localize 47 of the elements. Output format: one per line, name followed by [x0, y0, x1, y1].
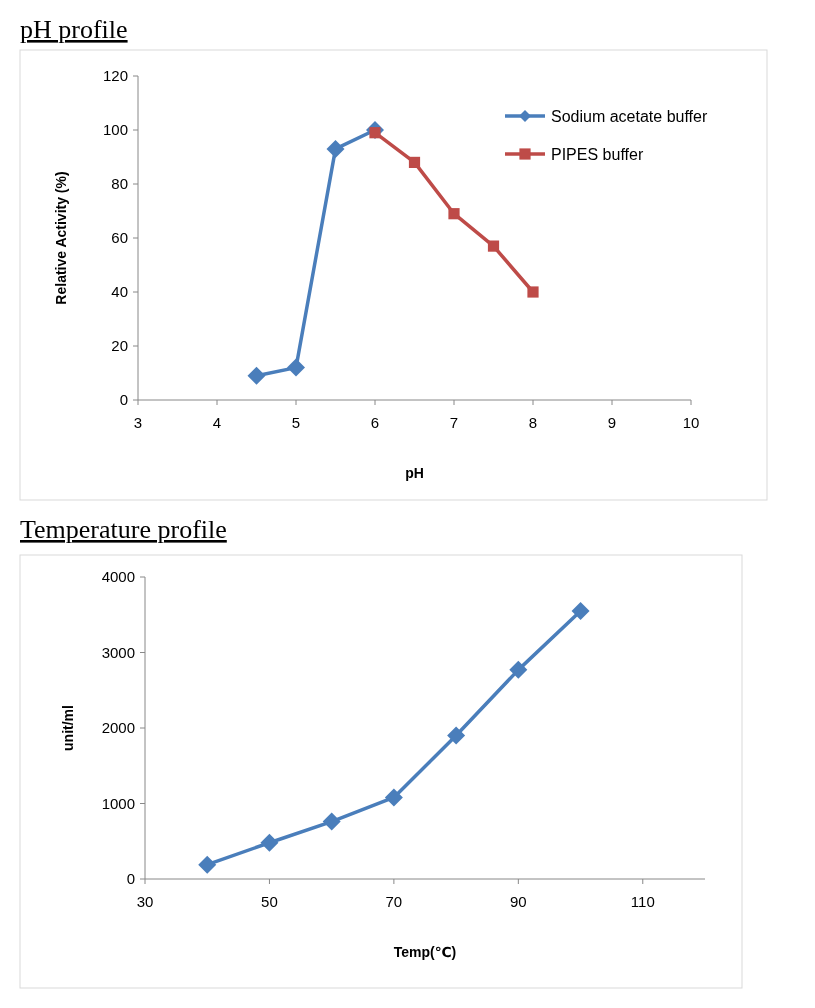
y-tick-label: 1000 — [101, 794, 135, 812]
point — [487, 240, 500, 252]
point — [260, 833, 279, 852]
x-tick-label: 110 — [630, 893, 655, 910]
y-tick-label: 80 — [111, 175, 128, 193]
y-tick-label: 40 — [111, 283, 128, 301]
point — [408, 156, 421, 168]
x-tick-label: 9 — [607, 414, 617, 431]
x-tick-label: 3 — [133, 414, 143, 431]
x-tick-label: 70 — [385, 893, 403, 910]
point — [448, 208, 460, 220]
y-tick-label: 4000 — [101, 568, 135, 586]
point — [247, 366, 266, 385]
y-tick-label: 0 — [119, 391, 128, 409]
y-tick-label: 2000 — [101, 719, 135, 737]
x-tick-label: 8 — [528, 414, 538, 431]
x-tick-label: 4 — [212, 414, 222, 431]
y-tick-label: 60 — [111, 229, 128, 247]
point — [509, 660, 528, 679]
legend-label: Sodium acetate buffer — [551, 107, 708, 125]
x-tick-label: 10 — [682, 414, 700, 431]
point — [447, 726, 466, 745]
x-tick-label: 30 — [136, 893, 154, 910]
y-tick-label: 0 — [126, 870, 135, 888]
y-axis-title: Relative Activity (%) — [53, 171, 69, 305]
point — [384, 788, 403, 807]
x-axis-title: pH — [405, 465, 424, 481]
x-axis-title: Temp(℃) — [393, 944, 457, 960]
chart-title: pH profile — [20, 15, 128, 44]
point — [571, 601, 590, 620]
y-axis-title: unit/ml — [60, 705, 76, 751]
point — [287, 358, 305, 377]
x-tick-label: 7 — [449, 414, 459, 431]
point — [198, 855, 217, 874]
point — [326, 139, 345, 158]
chart-title: Temperature profile — [20, 515, 227, 544]
x-tick-label: 6 — [370, 414, 380, 431]
x-tick-label: 90 — [509, 893, 527, 910]
point — [527, 286, 539, 298]
y-tick-label: 20 — [111, 337, 128, 355]
y-tick-label: 3000 — [101, 643, 135, 661]
x-tick-label: 50 — [261, 893, 278, 910]
point — [322, 812, 341, 831]
y-tick-label: 100 — [102, 121, 128, 139]
legend-label: PIPES buffer — [551, 145, 644, 163]
x-tick-label: 5 — [291, 414, 301, 431]
y-tick-label: 120 — [102, 67, 128, 85]
